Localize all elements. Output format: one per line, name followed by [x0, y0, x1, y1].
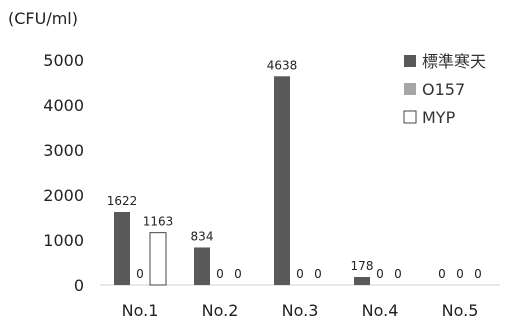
- bar: [274, 76, 290, 285]
- legend: 標準寒天 O157 MYP: [403, 52, 486, 127]
- legend-swatch: [404, 83, 416, 95]
- y-tick-label: 4000: [43, 96, 84, 115]
- x-axis-labels: No.1 No.2 No.3 No.4 No.5: [122, 301, 479, 320]
- y-tick-label: 5000: [43, 51, 84, 70]
- y-axis-unit: (CFU/ml): [8, 9, 78, 28]
- data-label: 0: [314, 267, 322, 281]
- data-label: 1163: [143, 215, 174, 229]
- data-label: 0: [438, 267, 446, 281]
- bar: [114, 212, 130, 285]
- y-tick-label: 1000: [43, 231, 84, 250]
- x-tick-label: No.3: [282, 301, 319, 320]
- data-label: 0: [456, 267, 464, 281]
- data-label: 178: [351, 259, 374, 273]
- legend-label: 標準寒天: [422, 52, 486, 71]
- data-label: 4638: [267, 58, 298, 72]
- data-label: 834: [191, 229, 214, 243]
- x-tick-label: No.1: [122, 301, 159, 320]
- y-tick-label: 0: [74, 276, 84, 295]
- x-tick-label: No.4: [362, 301, 399, 320]
- legend-swatch: [403, 110, 417, 124]
- data-label: 0: [474, 267, 482, 281]
- legend-label: O157: [422, 80, 465, 99]
- data-label: 0: [376, 267, 384, 281]
- bar: [354, 276, 370, 285]
- x-tick-label: No.2: [202, 301, 239, 320]
- data-label: 0: [216, 267, 224, 281]
- data-label: 0: [394, 267, 402, 281]
- bar: [194, 247, 210, 285]
- x-tick-label: No.5: [442, 301, 479, 320]
- y-axis-ticks: 0 1000 2000 3000 4000 5000: [43, 51, 84, 295]
- bar: [149, 232, 167, 286]
- y-tick-label: 2000: [43, 186, 84, 205]
- data-label: 0: [296, 267, 304, 281]
- data-label: 1622: [107, 194, 138, 208]
- y-tick-label: 3000: [43, 141, 84, 160]
- legend-label: MYP: [422, 108, 456, 127]
- data-label: 0: [136, 267, 144, 281]
- legend-swatch: [404, 55, 416, 67]
- data-label: 0: [234, 267, 242, 281]
